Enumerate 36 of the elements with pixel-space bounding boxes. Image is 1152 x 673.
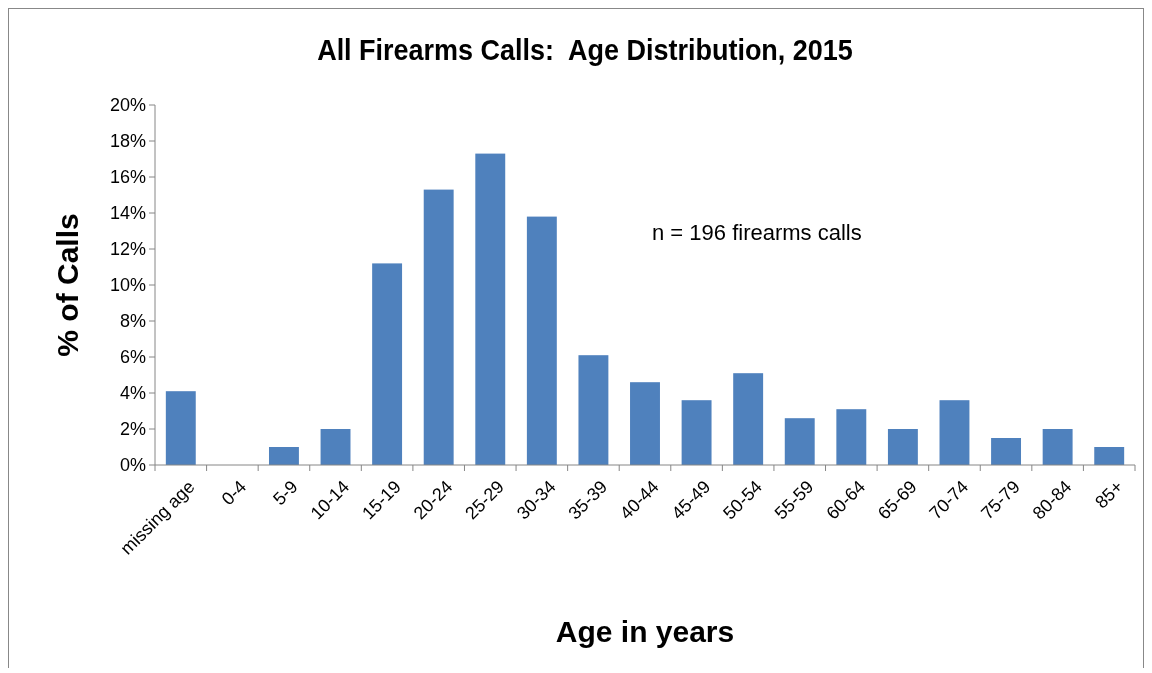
bar [268,447,299,465]
bar [939,400,970,465]
bar [578,355,609,465]
bar [526,216,557,465]
y-tick-label: 16% [109,167,146,188]
bar [165,391,196,465]
y-tick-label: 4% [119,383,146,404]
x-axis-title: Age in years [555,615,735,648]
y-tick-label: 2% [119,419,146,440]
bar [320,429,351,465]
annotation: n = 196 firearms calls [652,220,862,245]
bar [1094,447,1125,465]
bar [372,263,403,465]
bar [1042,429,1073,465]
y-tick-label: 18% [109,131,146,152]
y-tick-label: 0% [119,455,146,476]
chart-title: All Firearms Calls: Age Distribution, 2015 [317,32,853,67]
y-tick-label: 12% [109,239,146,260]
y-tick-label: 10% [109,275,146,296]
y-axis-title: % of Calls [51,213,84,357]
bar [475,153,506,465]
bar [991,438,1022,465]
y-tick-label: 6% [119,347,146,368]
y-tick-label: 8% [119,311,146,332]
bar [887,429,918,465]
bar [681,400,712,465]
x-tick-label: 5-9 [269,476,302,510]
bar [784,418,815,465]
x-tick-label: 0-4 [217,476,251,510]
bar [423,189,454,465]
bar [836,409,867,465]
bar [733,373,764,465]
y-tick-label: 20% [109,95,146,116]
y-tick-label: 14% [109,203,146,224]
x-tick-label: 85+ [1091,476,1127,513]
bar [630,382,660,465]
